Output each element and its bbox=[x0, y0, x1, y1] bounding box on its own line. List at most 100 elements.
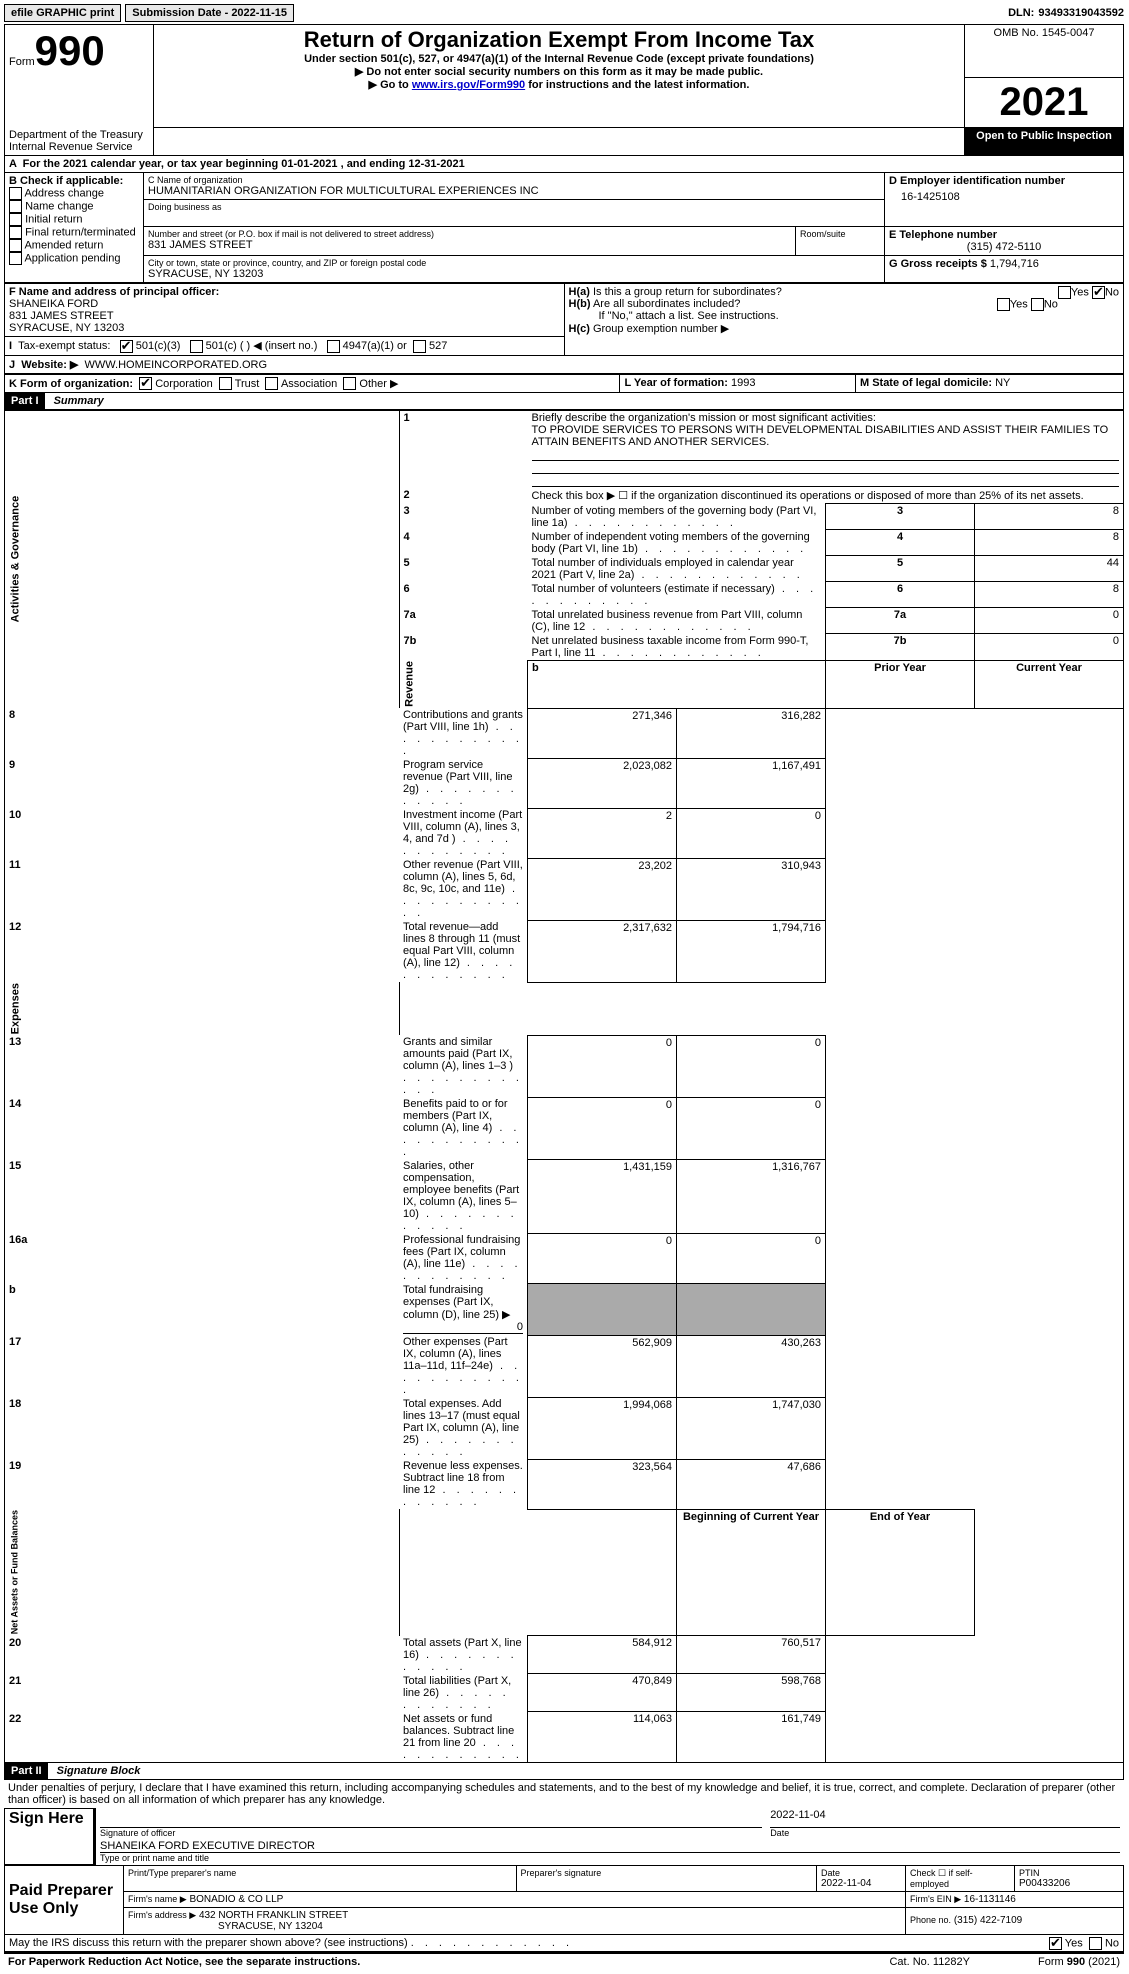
cb-final[interactable] bbox=[9, 226, 22, 239]
form-header: Form990 Return of Organization Exempt Fr… bbox=[4, 24, 1124, 156]
ein-label: D Employer identification number bbox=[889, 175, 1119, 187]
cb-corp[interactable] bbox=[139, 377, 152, 390]
addr-label: Number and street (or P.O. box if mail i… bbox=[148, 229, 791, 239]
part1-label: Part I bbox=[5, 393, 45, 409]
cb-other[interactable] bbox=[343, 377, 356, 390]
side-ag: Activities & Governance bbox=[5, 411, 400, 708]
cb-4947[interactable] bbox=[327, 340, 340, 353]
sig-date: 2022-11-04 bbox=[770, 1809, 1120, 1828]
submission-btn[interactable]: Submission Date - 2022-11-15 bbox=[125, 4, 294, 22]
discuss-text: May the IRS discuss this return with the… bbox=[9, 1937, 408, 1949]
cb-initial[interactable] bbox=[9, 213, 22, 226]
pphone-label: Phone no. bbox=[910, 1915, 951, 1925]
cat-no: Cat. No. 11282Y bbox=[889, 1956, 970, 1968]
sig-date-label: Date bbox=[770, 1828, 1120, 1838]
k-label: K Form of organization: bbox=[9, 378, 133, 390]
opt-other: Other ▶ bbox=[359, 378, 398, 390]
cb-pending[interactable] bbox=[9, 252, 22, 265]
hb-yes: Yes bbox=[1010, 298, 1028, 310]
paid-block: Paid Preparer Use Only Print/Type prepar… bbox=[4, 1865, 1124, 1935]
form-subtitle: Under section 501(c), 527, or 4947(a)(1)… bbox=[158, 53, 960, 65]
cb-name-change[interactable] bbox=[9, 200, 22, 213]
check-self: Check ☐ if self-employed bbox=[910, 1868, 1010, 1889]
org-name-label: C Name of organization bbox=[148, 175, 880, 185]
room-label: Room/suite bbox=[800, 229, 880, 239]
firm-addr2: SYRACUSE, NY 13204 bbox=[128, 1921, 323, 1932]
note-goto-pre: ▶ Go to bbox=[369, 79, 412, 91]
perjury-text: Under penalties of perjury, I declare th… bbox=[4, 1780, 1124, 1808]
l-value: 1993 bbox=[731, 377, 755, 389]
opt-name-change: Name change bbox=[25, 200, 94, 212]
pdate-label: Date bbox=[821, 1868, 901, 1878]
cb-discuss-yes[interactable] bbox=[1049, 1937, 1062, 1950]
l1-text: TO PROVIDE SERVICES TO PERSONS WITH DEVE… bbox=[532, 424, 1109, 448]
tax-status-label: Tax-exempt status: bbox=[18, 340, 110, 352]
dba-label: Doing business as bbox=[148, 202, 880, 212]
officer-addr1: 831 JAMES STREET bbox=[9, 310, 114, 322]
opt-initial: Initial return bbox=[25, 213, 82, 225]
omb: OMB No. 1545-0047 bbox=[994, 27, 1095, 39]
cb-hb-yes[interactable] bbox=[997, 298, 1010, 311]
sign-block: Sign Here Signature of officer 2022-11-0… bbox=[4, 1808, 1124, 1865]
cb-ha-no[interactable] bbox=[1092, 286, 1105, 299]
cb-trust[interactable] bbox=[219, 377, 232, 390]
efile-btn[interactable]: efile GRAPHIC print bbox=[4, 4, 121, 22]
paid-label: Paid Preparer Use Only bbox=[5, 1865, 124, 1934]
cb-assoc[interactable] bbox=[265, 377, 278, 390]
side-net: Net Assets or Fund Balances bbox=[5, 1509, 400, 1635]
firm-name-label: Firm's name ▶ bbox=[128, 1894, 187, 1904]
box-b-label: B Check if applicable: bbox=[9, 175, 139, 187]
cb-discuss-no[interactable] bbox=[1089, 1937, 1102, 1950]
addr-value: 831 JAMES STREET bbox=[148, 239, 791, 251]
irs-link[interactable]: www.irs.gov/Form990 bbox=[412, 79, 525, 91]
l16b-pre: Total fundraising expenses (Part IX, col… bbox=[403, 1284, 511, 1321]
cb-501c3[interactable] bbox=[120, 340, 133, 353]
part2-title: Signature Block bbox=[51, 1763, 147, 1779]
m-label: M State of legal domicile: bbox=[860, 377, 992, 389]
open-inspection: Open to Public Inspection bbox=[965, 127, 1124, 156]
l1-label: Briefly describe the organization's miss… bbox=[532, 412, 876, 424]
firm-ein-label: Firm's EIN ▶ bbox=[910, 1894, 961, 1904]
l16b-grey1 bbox=[528, 1283, 677, 1335]
note-goto-post: for instructions and the latest informat… bbox=[525, 79, 749, 91]
part1-title: Summary bbox=[48, 393, 110, 409]
sig-officer-label: Signature of officer bbox=[100, 1828, 762, 1838]
cb-hb-no[interactable] bbox=[1031, 298, 1044, 311]
phone-value: (315) 472-5110 bbox=[889, 241, 1119, 253]
sign-here: Sign Here bbox=[5, 1808, 95, 1864]
dln-label: DLN: bbox=[1008, 7, 1034, 19]
cb-amended[interactable] bbox=[9, 239, 22, 252]
opt-final: Final return/terminated bbox=[25, 226, 136, 238]
gross-label: G Gross receipts $ bbox=[889, 258, 987, 270]
print-label: Print/Type preparer's name bbox=[128, 1868, 512, 1878]
hb-text: Are all subordinates included? bbox=[593, 298, 740, 310]
opt-amended: Amended return bbox=[24, 239, 103, 251]
hdr-end: End of Year bbox=[826, 1509, 975, 1635]
sig-name-label: Type or print name and title bbox=[100, 1853, 1120, 1863]
paperwork: For Paperwork Reduction Act Notice, see … bbox=[8, 1956, 360, 1968]
psig-label: Preparer's signature bbox=[521, 1868, 812, 1878]
website-label: Website: ▶ bbox=[21, 359, 78, 371]
summary-table: Activities & Governance 1 Briefly descri… bbox=[4, 410, 1124, 1762]
side-rev: Revenue bbox=[399, 660, 528, 708]
phone-label: E Telephone number bbox=[889, 229, 1119, 241]
form-foot: Form 990 (2021) bbox=[970, 1956, 1120, 1968]
ein-value: 16-1425108 bbox=[889, 187, 1119, 207]
part2-label: Part II bbox=[5, 1763, 48, 1779]
form-number: 990 bbox=[35, 27, 105, 74]
hdr-prior: Prior Year bbox=[826, 660, 975, 708]
opt-501c: 501(c) ( ) ◀ (insert no.) bbox=[206, 340, 318, 352]
m-value: NY bbox=[995, 377, 1010, 389]
note-no-ssn: ▶ Do not enter social security numbers o… bbox=[158, 65, 960, 78]
ha-text: Is this a group return for subordinates? bbox=[593, 286, 782, 298]
opt-pending: Application pending bbox=[24, 252, 120, 264]
officer-addr2: SYRACUSE, NY 13203 bbox=[9, 322, 124, 334]
cb-527[interactable] bbox=[413, 340, 426, 353]
firm-name: BONADIO & CO LLP bbox=[189, 1894, 283, 1905]
opt-assoc: Association bbox=[281, 378, 337, 390]
cb-501c[interactable] bbox=[190, 340, 203, 353]
cb-addr-change[interactable] bbox=[9, 187, 22, 200]
firm-addr1: 432 NORTH FRANKLIN STREET bbox=[199, 1910, 348, 1921]
opt-527: 527 bbox=[429, 340, 447, 352]
cb-ha-yes[interactable] bbox=[1058, 286, 1071, 299]
